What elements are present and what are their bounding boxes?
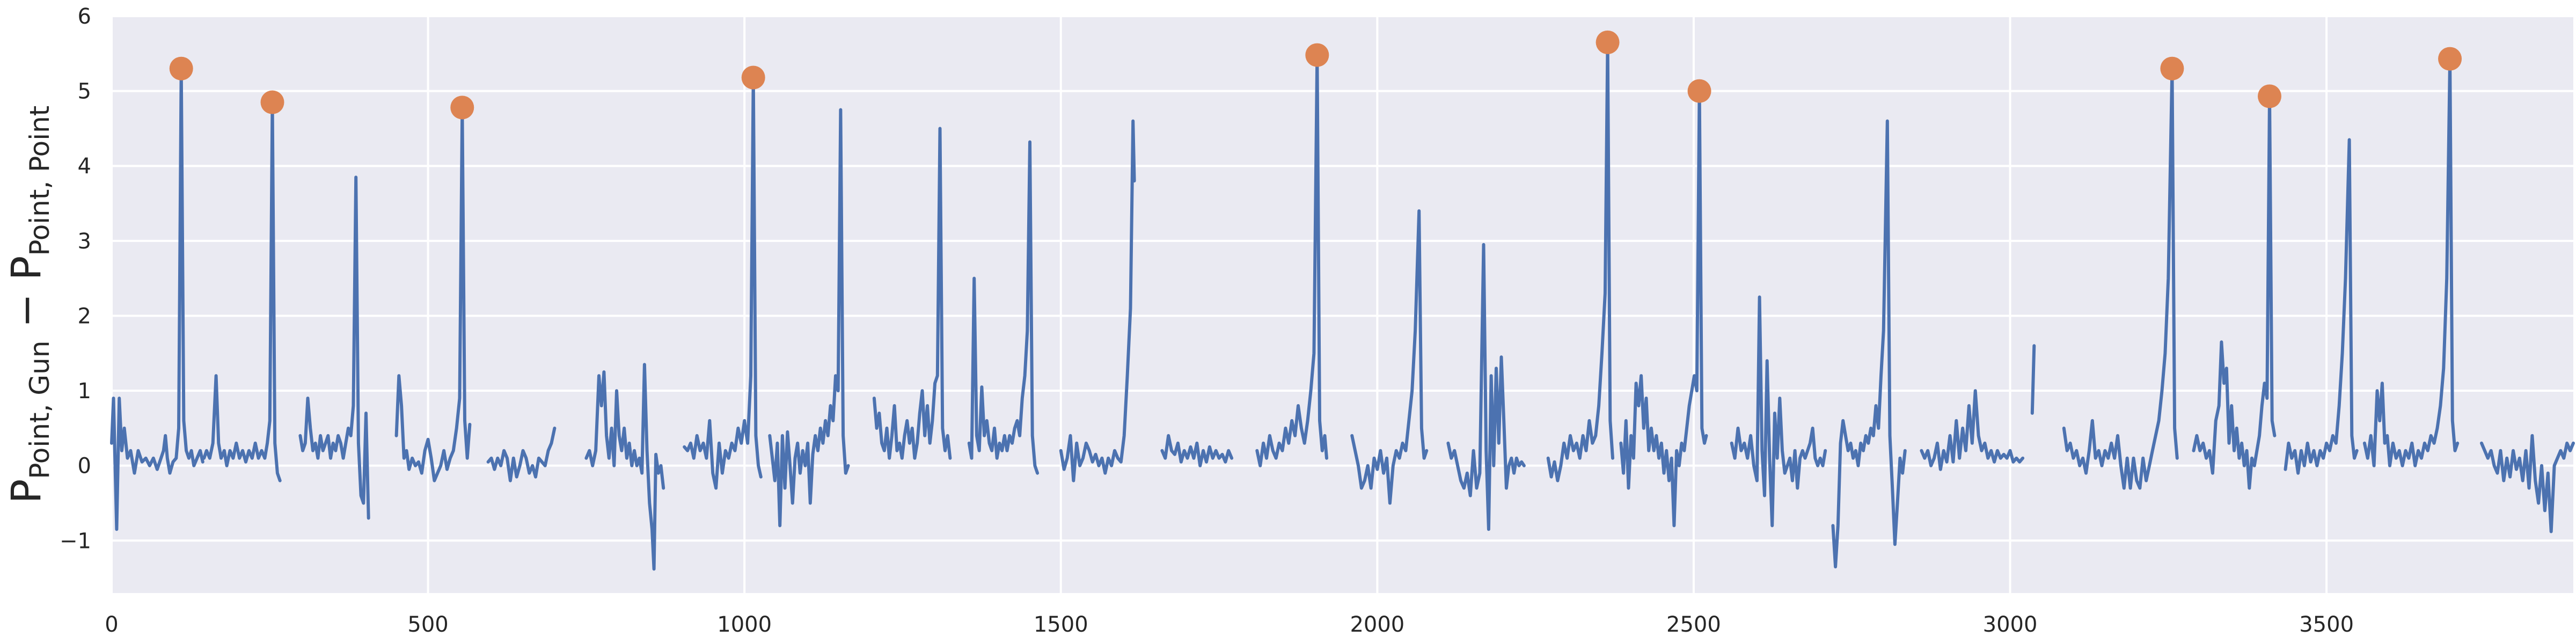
y-tick-label: 0 — [78, 454, 91, 479]
series-line-segment — [1350, 209, 1429, 505]
series-line-segment — [1920, 389, 2025, 471]
peak-marker — [1596, 30, 1620, 54]
y-tick-label: −1 — [60, 529, 91, 553]
peak-marker — [450, 96, 474, 120]
x-tick-label: 1500 — [1034, 612, 1088, 637]
y-tick-label: 1 — [78, 379, 91, 404]
series-line-segment — [110, 67, 204, 531]
series-line-segment — [1546, 40, 1614, 482]
ylabel-sub1: Point, Gun — [24, 341, 55, 479]
peak-marker — [1687, 79, 1711, 103]
series-line-segment — [486, 426, 557, 482]
y-tick-label: 3 — [78, 229, 91, 254]
series-line-segment — [2284, 138, 2359, 475]
series-line-segment — [2480, 434, 2575, 533]
series-line-segment — [1255, 53, 1328, 467]
grid-lines — [111, 15, 2573, 593]
peak-marker — [741, 65, 765, 90]
series-line-segment — [2062, 67, 2179, 490]
ylabel-main2: P — [2, 256, 50, 281]
series-line-segment — [1619, 89, 1708, 528]
y-tick-label: 2 — [78, 304, 91, 328]
series-line-segment — [1059, 119, 1136, 482]
x-axis-ticks: 0 500 1000 1500 2000 2500 3000 3500 — [105, 612, 2354, 637]
ylabel-sub2: Point, Point — [24, 106, 55, 256]
series-line-segment — [1730, 295, 1827, 528]
ylabel-minus: − — [2, 281, 50, 341]
series-line-segment — [202, 100, 282, 482]
series-line-segment — [1831, 119, 1907, 569]
plot-background — [112, 16, 2573, 593]
x-tick-label: 2500 — [1666, 612, 1721, 637]
y-tick-label: 6 — [78, 4, 91, 29]
peak-marker — [2438, 47, 2462, 71]
series-line-segment — [584, 363, 665, 571]
y-axis-ticks: −1 0 1 2 3 4 5 6 — [60, 4, 91, 553]
x-tick-label: 0 — [105, 612, 118, 637]
x-tick-label: 500 — [407, 612, 448, 637]
series-line-segment — [394, 106, 472, 482]
series-line-segment — [1160, 434, 1234, 467]
series-line-segment — [2362, 57, 2460, 467]
peak-marker — [2160, 56, 2184, 80]
series-line-segment — [967, 140, 1040, 475]
y-tick-label: 5 — [78, 79, 91, 104]
peak-marker — [260, 90, 284, 114]
peak-markers — [169, 30, 2462, 120]
x-tick-label: 3500 — [2299, 612, 2354, 637]
x-tick-label: 2000 — [1350, 612, 1404, 637]
series-line-segment — [298, 175, 370, 520]
series-line-segment — [872, 127, 952, 460]
peak-marker — [2257, 84, 2281, 108]
series-line-segment — [2192, 94, 2277, 490]
y-axis-label: PPoint, Gun − PPoint, Point — [2, 106, 55, 504]
series-line-segment — [768, 108, 850, 528]
ylabel-main: P — [2, 479, 50, 504]
x-tick-label: 3000 — [1983, 612, 2038, 637]
x-tick-label: 1000 — [717, 612, 772, 637]
series-line-segment — [2030, 344, 2036, 415]
series-line-segment — [1446, 243, 1526, 531]
series-line-group — [110, 40, 2575, 571]
peak-marker — [1305, 43, 1329, 67]
peak-marker — [169, 56, 193, 80]
y-tick-label: 4 — [78, 154, 91, 179]
series-line-segment — [683, 76, 763, 490]
